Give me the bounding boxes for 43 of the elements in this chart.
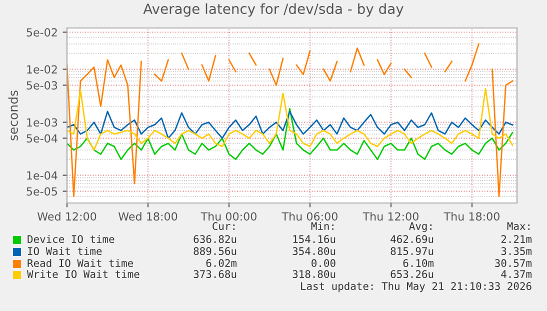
text: Min:: [311, 222, 334, 230]
text: 30.57m: [495, 259, 532, 268]
y-tick-label: 1e-02: [27, 65, 57, 74]
y-tick-label: 5e-05: [26, 187, 57, 196]
x-tick-label: Thu 00:00: [200, 212, 256, 221]
x-tick-label: Wed 18:00: [118, 212, 178, 221]
text: 636.82u: [194, 235, 236, 244]
text: 0.00: [312, 259, 336, 268]
line-series: [67, 108, 514, 160]
line-series: [67, 88, 514, 151]
y-tick-label: 1e-03: [27, 118, 58, 127]
x-tick-label: Thu 18:00: [444, 212, 500, 221]
legend-label: Read IO Wait time: [28, 258, 133, 268]
legend-label: Write IO Wait time: [27, 270, 140, 278]
text: 462.69u: [390, 235, 434, 244]
line-series: [67, 110, 514, 139]
y-tick-label: 5e-03: [26, 81, 58, 90]
text: 653.26u: [390, 270, 434, 278]
text: 889.56u: [194, 247, 236, 256]
chart-title: Average latency for /dev/sda - by day: [143, 3, 404, 17]
text: Max:: [507, 222, 530, 230]
y-axis-title: seconds: [8, 90, 18, 140]
y-tick-label: 5e-02: [26, 28, 57, 37]
x-tick-label: Thu 12:00: [362, 212, 418, 221]
y-tick-label: 5e-04: [26, 134, 58, 143]
text: Avg:: [409, 222, 432, 232]
text: 815.97u: [390, 247, 434, 256]
text: 3.35m: [501, 247, 532, 256]
x-tick-label: Thu 06:00: [282, 212, 338, 221]
y-tick-label: 1e-04: [27, 171, 58, 180]
text: 154.16u: [293, 235, 336, 244]
x-tick-label: Wed 12:00: [37, 212, 96, 221]
text: 6.02m: [206, 259, 237, 268]
text: 6.10m: [403, 259, 434, 268]
text: Cur:: [212, 222, 234, 230]
text: 354.80u: [292, 247, 336, 256]
text: 4.37m: [501, 270, 532, 278]
text: 2.21m: [501, 235, 532, 243]
legend-label: IO Wait time: [28, 246, 102, 256]
legend-label: Device IO time: [28, 234, 114, 244]
text: Last update: Thu May 21 21:10:33 2026: [301, 282, 532, 292]
text: 318.80u: [292, 270, 336, 278]
text: 373.68u: [194, 270, 236, 278]
